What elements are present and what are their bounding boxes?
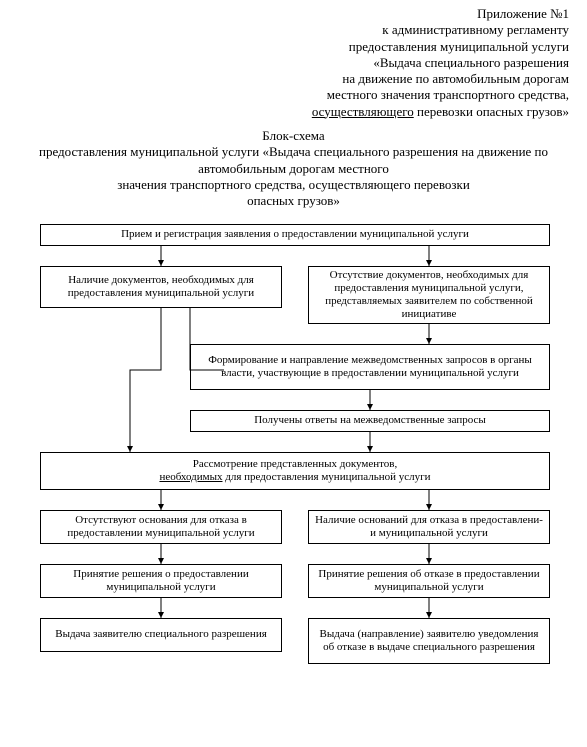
title-line: предоставления муниципальной услуги «Выд… [30, 144, 557, 177]
header-line: предоставления муниципальной услуги [312, 39, 569, 55]
node-text: Прием и регистрация заявления о предоста… [121, 228, 469, 241]
node-text: Отсутствие документов, необходимых для п… [315, 269, 543, 322]
header-block: Приложение №1 к административному реглам… [312, 6, 569, 120]
flow-node: Выдача (направление) заявителю уведомлен… [308, 618, 550, 664]
node-text: Получены ответы на межведомственные запр… [254, 414, 486, 427]
title-line: значения транспортного средства, осущест… [30, 177, 557, 193]
flow-node: Принятие решения о предоставлении муници… [40, 564, 282, 598]
flow-node: Принятие решения об отказе в предоставле… [308, 564, 550, 598]
flow-node: Отсутствуют основания для отказа в предо… [40, 510, 282, 544]
flow-node: Прием и регистрация заявления о предоста… [40, 224, 550, 246]
node-text: Рассмотрение представленных документов, … [159, 458, 430, 484]
flow-node: Получены ответы на межведомственные запр… [190, 410, 550, 432]
node-text: Формирование и направление межведомствен… [197, 354, 543, 380]
node-text: Принятие решения об отказе в предоставле… [315, 568, 543, 594]
node-text: Наличие документов, необходимых для пред… [47, 274, 275, 300]
flow-node: Выдача заявителю специального разрешения [40, 618, 282, 652]
flow-node: Формирование и направление межведомствен… [190, 344, 550, 390]
page: Приложение №1 к административному реглам… [0, 0, 587, 747]
node-text: Отсутствуют основания для отказа в предо… [47, 514, 275, 540]
title-block: Блок-схема предоставления муниципальной … [30, 128, 557, 209]
header-line: осуществляющего перевозки опасных грузов… [312, 104, 569, 120]
node-text-underline: необходимых [159, 471, 222, 483]
flow-node: Отсутствие документов, необходимых для п… [308, 266, 550, 324]
node-text: Выдача (направление) заявителю уведомлен… [315, 628, 543, 654]
header-line: на движение по автомобильным дорогам [312, 71, 569, 87]
header-rest: перевозки опасных грузов» [414, 104, 569, 119]
flow-node: Наличие оснований для отказа в предостав… [308, 510, 550, 544]
node-text: Наличие оснований для отказа в предостав… [315, 514, 543, 540]
node-text-part: Рассмотрение представленных документов, [193, 458, 398, 470]
header-line: местного значения транспортного средства… [312, 87, 569, 103]
flow-node: Наличие документов, необходимых для пред… [40, 266, 282, 308]
header-line: Приложение №1 [312, 6, 569, 22]
node-text: Принятие решения о предоставлении муници… [47, 568, 275, 594]
header-line: к административному регламенту [312, 22, 569, 38]
title-line: опасных грузов» [30, 193, 557, 209]
title-line: Блок-схема [30, 128, 557, 144]
header-line: «Выдача специального разрешения [312, 55, 569, 71]
node-text: Выдача заявителю специального разрешения [55, 628, 267, 641]
flow-node: Рассмотрение представленных документов, … [40, 452, 550, 490]
header-underline: осуществляющего [312, 104, 414, 119]
node-text-part: для предоставления муниципальной услуги [223, 471, 431, 483]
